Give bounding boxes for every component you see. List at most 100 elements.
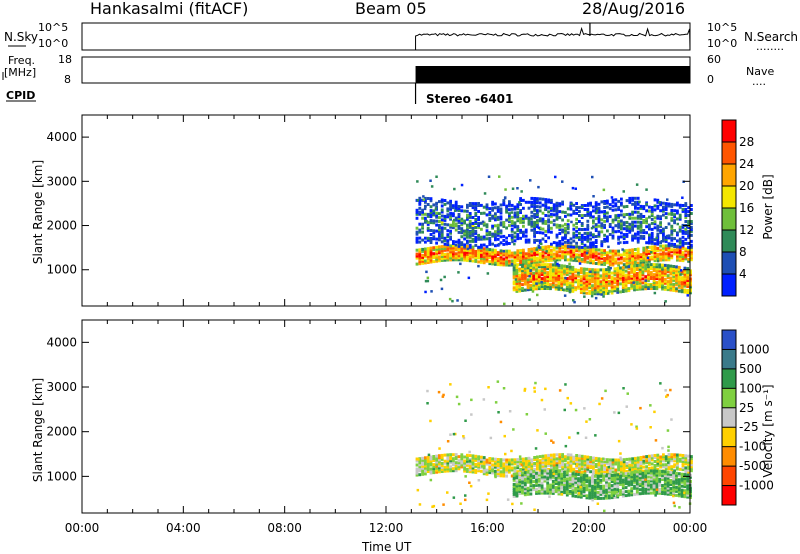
cpid-mode-text: Stereo -6401 (426, 92, 514, 106)
heatmap-cell (440, 253, 444, 256)
heatmap-cell (680, 476, 684, 480)
heatmap-cell (636, 460, 640, 464)
heatmap-cell (633, 284, 636, 288)
heatmap-cell (585, 273, 589, 277)
heatmap-cell (533, 458, 536, 461)
heatmap-cell (446, 248, 450, 252)
heatmap-cell (515, 276, 519, 279)
heatmap-cell (549, 489, 552, 493)
heatmap-cell (641, 489, 645, 493)
heatmap-cell (586, 203, 590, 207)
heatmap-cell (482, 460, 486, 464)
heatmap-cell (426, 238, 430, 242)
heatmap-cell (670, 238, 674, 242)
heatmap-cell (516, 225, 520, 229)
heatmap-cell (532, 488, 536, 492)
heatmap-cell (608, 257, 612, 261)
heatmap-cell (549, 263, 552, 267)
power-colorbar-segment (722, 274, 736, 296)
heatmap-cell (634, 248, 637, 251)
heatmap-cell (533, 207, 536, 211)
heatmap-cell (625, 224, 629, 228)
heatmap-cell (600, 262, 604, 266)
heatmap-cell (565, 473, 569, 477)
heatmap-cell (429, 179, 432, 182)
heatmap-cell (523, 491, 527, 495)
heatmap-cell (631, 248, 634, 252)
heatmap-cell (560, 472, 564, 476)
heatmap-cell (644, 469, 648, 473)
heatmap-cell (642, 231, 646, 234)
heatmap-cell (418, 503, 422, 506)
heatmap-cell (457, 224, 461, 228)
heatmap-cell (521, 287, 524, 290)
heatmap-cell (610, 279, 614, 283)
heatmap-cell (508, 218, 511, 222)
heatmap-cell (622, 257, 626, 261)
power-colorbar-segment (722, 186, 736, 208)
heatmap-cell (565, 277, 569, 280)
heatmap-cell (680, 272, 684, 276)
heatmap-cell (526, 266, 530, 270)
heatmap-cell (527, 259, 531, 263)
heatmap-cell (641, 271, 645, 275)
heatmap-cell (488, 467, 492, 470)
heatmap-cell (597, 252, 601, 256)
heatmap-cell (672, 271, 676, 274)
heatmap-cell (656, 234, 660, 238)
heatmap-cell (516, 464, 520, 468)
heatmap-cell (518, 267, 522, 271)
heatmap-cell (662, 457, 665, 461)
heatmap-cell (636, 210, 640, 214)
heatmap-cell (533, 220, 536, 224)
heatmap-cell (515, 494, 519, 497)
heatmap-cell (477, 221, 480, 225)
heatmap-cell (512, 492, 516, 496)
heatmap-cell (527, 466, 531, 470)
heatmap-cell (561, 238, 564, 242)
heatmap-cell (667, 244, 671, 248)
heatmap-cell (527, 257, 531, 261)
heatmap-cell (470, 398, 473, 402)
heatmap-cell (603, 466, 606, 469)
heatmap-cell (491, 242, 494, 246)
heatmap-cell (519, 197, 522, 201)
heatmap-cell (564, 254, 567, 258)
heatmap-cell (432, 229, 436, 233)
velocity-colorbar-segment (722, 349, 736, 369)
heatmap-cell (446, 461, 450, 465)
heatmap-cell (672, 267, 676, 270)
heatmap-cell (594, 262, 598, 265)
heatmap-cell (547, 224, 550, 228)
heatmap-cell (440, 204, 444, 208)
heatmap-cell (591, 268, 594, 272)
heatmap-cell (591, 290, 594, 294)
heatmap-cell (669, 489, 673, 492)
heatmap-cell (468, 450, 471, 454)
heatmap-cell (457, 461, 461, 465)
heatmap-cell (577, 284, 580, 288)
heatmap-cell (471, 202, 475, 206)
heatmap-cell (636, 232, 640, 236)
heatmap-cell (673, 237, 676, 241)
heatmap-cell (678, 252, 682, 256)
heatmap-cell (638, 273, 642, 277)
heatmap-cell (610, 277, 614, 281)
heatmap-cell (583, 208, 587, 211)
heatmap-cell (569, 467, 573, 471)
heatmap-cell (543, 408, 546, 411)
heatmap-cell (655, 488, 659, 491)
heatmap-cell (449, 211, 452, 215)
heatmap-cell (424, 466, 427, 470)
heatmap-cell (555, 461, 559, 465)
heatmap-cell (664, 459, 668, 463)
heatmap-cell (620, 213, 623, 217)
heatmap-cell (594, 254, 598, 257)
heatmap-cell (600, 397, 604, 400)
heatmap-cell (630, 493, 634, 497)
heatmap-cell (610, 486, 614, 490)
heatmap-cell (690, 256, 693, 260)
heatmap-cell (577, 477, 580, 481)
heatmap-cell (622, 223, 626, 227)
heatmap-cell (589, 259, 592, 263)
